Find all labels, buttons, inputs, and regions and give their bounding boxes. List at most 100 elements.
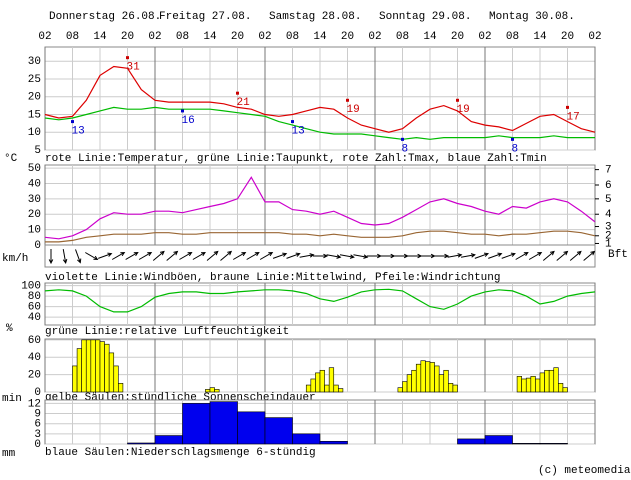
wind-arrow <box>474 252 490 259</box>
tmin-label: 13 <box>292 125 305 137</box>
line <box>44 288 596 313</box>
tmax-dot <box>236 91 239 95</box>
line <box>44 65 596 133</box>
wind-arrow <box>488 252 503 259</box>
wind-arrow <box>179 251 193 260</box>
bar <box>443 369 449 393</box>
wind-arrow <box>542 250 555 261</box>
unit-label: % <box>6 323 13 335</box>
y-tick-label: 10 <box>28 127 41 139</box>
bar <box>539 443 568 445</box>
bar <box>397 387 403 393</box>
bar <box>205 389 211 393</box>
bar <box>558 383 564 393</box>
bar <box>328 367 335 393</box>
y-tick-label: 20 <box>28 209 41 221</box>
tmin-dot <box>291 120 294 124</box>
tmin-dot <box>181 109 184 113</box>
y2-tick-label: 4 <box>605 209 612 221</box>
bar <box>429 362 435 393</box>
y-tick-label: 30 <box>28 194 41 206</box>
y2-unit: Bft <box>608 249 628 261</box>
hour-label: 02 <box>258 31 271 43</box>
bar <box>292 433 321 445</box>
hour-label: 08 <box>396 31 409 43</box>
unit-label: mm <box>2 448 16 460</box>
hour-label: 20 <box>121 31 134 43</box>
wind-arrow <box>166 250 179 261</box>
bar <box>548 369 555 393</box>
bar <box>85 339 92 393</box>
day-label: Sonntag 29.08. <box>379 11 471 23</box>
y2-tick-label: 3 <box>605 221 612 233</box>
y-tick-label: 9 <box>34 408 41 420</box>
bar <box>81 339 87 393</box>
wind-arrow <box>286 252 301 259</box>
y2-tick-label: 5 <box>605 194 612 206</box>
bar <box>406 374 412 393</box>
bar <box>562 387 568 393</box>
bar <box>95 339 101 393</box>
bar <box>438 374 445 393</box>
bar <box>315 372 321 393</box>
bar <box>209 387 215 393</box>
wind-arrow <box>447 253 463 258</box>
tmin-label: 8 <box>512 143 519 155</box>
wind-arrow <box>339 254 355 259</box>
bar <box>452 384 458 393</box>
tmin-dot <box>511 137 514 141</box>
wind-arrow <box>138 251 153 260</box>
bar <box>90 339 96 393</box>
wind-arrow <box>515 251 529 260</box>
hour-label: 14 <box>533 31 547 43</box>
day-label: Montag 30.08. <box>489 11 575 23</box>
bar <box>512 443 541 445</box>
bar <box>127 442 156 445</box>
y-tick-label: 80 <box>28 291 41 303</box>
day-label: Freitag 27.08. <box>159 11 251 23</box>
y-tick-label: 0 <box>34 387 41 399</box>
wind-arrow <box>48 249 54 265</box>
tmin-label: 16 <box>182 115 195 127</box>
bar <box>113 365 119 393</box>
y-tick-label: 3 <box>34 429 41 441</box>
bar <box>324 384 330 393</box>
hour-label: 08 <box>506 31 519 43</box>
hour-label: 02 <box>588 31 601 43</box>
line <box>45 230 596 243</box>
wind-arrow <box>85 252 99 261</box>
wind-arrow <box>152 250 165 261</box>
wind-arrow <box>299 253 315 258</box>
hour-label: 14 <box>423 31 437 43</box>
unit-label: °C <box>4 153 18 165</box>
y2-tick-label: 6 <box>605 180 612 192</box>
y-tick-label: 40 <box>28 312 41 324</box>
wind-arrow <box>583 250 596 261</box>
bar <box>553 367 559 393</box>
y-tick-label: 40 <box>28 352 41 364</box>
line <box>44 176 596 240</box>
y-tick-label: 12 <box>28 398 41 410</box>
y2-tick-label: 7 <box>605 165 612 177</box>
wind-arrow <box>75 249 82 264</box>
bar <box>214 389 220 393</box>
y-tick-label: 100 <box>21 281 41 293</box>
hour-label: 20 <box>341 31 354 43</box>
bar <box>516 376 522 393</box>
unit-label: min <box>2 393 22 405</box>
y-tick-label: 20 <box>28 370 41 382</box>
tmax-label: 21 <box>237 97 251 109</box>
y-tick-label: 40 <box>28 178 41 190</box>
y-tick-label: 10 <box>28 225 41 237</box>
tmax-label: 17 <box>567 111 580 123</box>
bar <box>104 343 110 393</box>
wind-arrow <box>460 253 476 258</box>
hour-label: 08 <box>66 31 79 43</box>
caption: blaue Säulen:Niederschlagsmenge 6-stündi… <box>45 447 316 459</box>
wind-arrow <box>220 250 233 261</box>
tmax-dot <box>346 98 349 102</box>
wind-arrow <box>556 250 569 261</box>
hour-label: 02 <box>38 31 51 43</box>
bar <box>425 361 431 393</box>
